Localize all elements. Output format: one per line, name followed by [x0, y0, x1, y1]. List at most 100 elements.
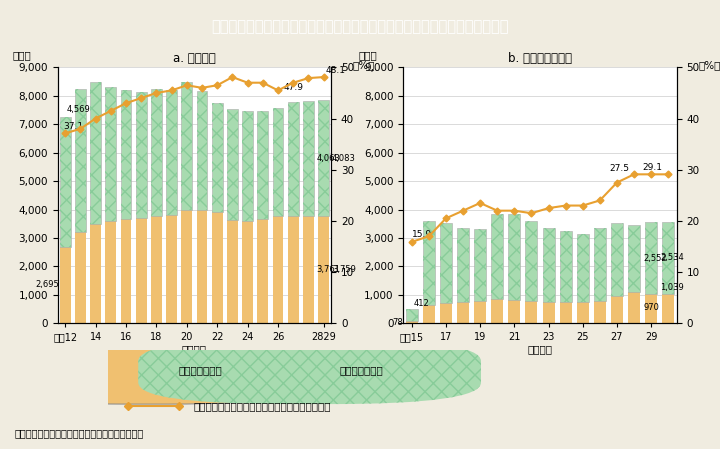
- Bar: [90, 82, 101, 224]
- Bar: [75, 89, 86, 232]
- Text: Ｉ－５－２図　社会人大学院入学者数（男女別）及び女子学生の割合の推移: Ｉ－５－２図 社会人大学院入学者数（男女別）及び女子学生の割合の推移: [211, 19, 509, 35]
- Bar: [258, 111, 268, 220]
- Bar: [628, 225, 640, 292]
- Bar: [181, 210, 192, 323]
- Bar: [227, 110, 238, 220]
- Bar: [559, 302, 572, 323]
- Text: 3,761: 3,761: [317, 265, 341, 274]
- Bar: [543, 228, 554, 302]
- Bar: [166, 89, 177, 215]
- Bar: [273, 108, 283, 216]
- Bar: [423, 221, 435, 305]
- Bar: [105, 87, 116, 221]
- Y-axis label: （%）: （%）: [698, 60, 720, 70]
- Bar: [440, 223, 452, 303]
- Bar: [526, 301, 537, 323]
- Bar: [491, 214, 503, 299]
- Y-axis label: （人）: （人）: [13, 50, 32, 60]
- Bar: [288, 102, 299, 216]
- Bar: [440, 303, 452, 323]
- Text: 1,039: 1,039: [660, 283, 684, 292]
- X-axis label: （年度）: （年度）: [182, 343, 207, 354]
- Bar: [645, 222, 657, 294]
- Bar: [60, 247, 71, 323]
- FancyBboxPatch shape: [138, 339, 481, 404]
- Bar: [288, 216, 299, 323]
- Bar: [662, 222, 674, 294]
- Bar: [105, 87, 116, 221]
- Title: b. 専門職学位課程: b. 専門職学位課程: [508, 52, 572, 65]
- Text: 4,569: 4,569: [67, 105, 91, 114]
- Bar: [594, 228, 606, 300]
- Title: a. 修士課程: a. 修士課程: [173, 52, 216, 65]
- Bar: [474, 301, 486, 323]
- Bar: [90, 82, 101, 224]
- Bar: [273, 216, 283, 323]
- Bar: [628, 225, 640, 292]
- Bar: [457, 228, 469, 302]
- Bar: [491, 214, 503, 299]
- Text: 社会人女子学生: 社会人女子学生: [179, 365, 222, 375]
- Bar: [105, 221, 116, 323]
- Bar: [318, 100, 329, 216]
- Bar: [543, 302, 554, 323]
- Bar: [303, 101, 314, 216]
- Bar: [628, 292, 640, 323]
- Bar: [559, 231, 572, 302]
- Bar: [166, 89, 177, 215]
- Bar: [121, 220, 131, 323]
- Bar: [423, 305, 435, 323]
- Bar: [90, 224, 101, 323]
- Bar: [227, 220, 238, 323]
- Bar: [212, 103, 222, 212]
- Bar: [303, 216, 314, 323]
- Bar: [577, 302, 589, 323]
- Bar: [197, 91, 207, 210]
- Bar: [212, 103, 222, 212]
- Bar: [258, 111, 268, 220]
- Text: 社会人入学者に占める女子学生の割合（右目盛）: 社会人入学者に占める女子学生の割合（右目盛）: [194, 401, 331, 411]
- Text: 2,534: 2,534: [660, 253, 684, 262]
- Bar: [662, 222, 674, 294]
- Bar: [181, 82, 192, 210]
- Bar: [151, 89, 162, 216]
- Bar: [611, 296, 623, 323]
- Bar: [121, 90, 131, 220]
- Bar: [303, 101, 314, 216]
- Bar: [474, 229, 486, 301]
- Bar: [258, 220, 268, 323]
- Bar: [662, 294, 674, 323]
- Bar: [559, 231, 572, 302]
- Text: 47.9: 47.9: [284, 83, 304, 92]
- Bar: [151, 216, 162, 323]
- Bar: [543, 228, 554, 302]
- Bar: [60, 117, 71, 247]
- Bar: [136, 92, 147, 218]
- Bar: [242, 111, 253, 220]
- Bar: [508, 214, 521, 299]
- Text: 29.1: 29.1: [643, 163, 662, 172]
- Bar: [181, 82, 192, 210]
- Bar: [60, 117, 71, 247]
- Text: 37.1: 37.1: [63, 122, 84, 131]
- Bar: [508, 299, 521, 323]
- Bar: [594, 228, 606, 300]
- Bar: [197, 210, 207, 323]
- Bar: [526, 221, 537, 301]
- X-axis label: （年度）: （年度）: [528, 343, 552, 354]
- Bar: [197, 91, 207, 210]
- Text: 3,759: 3,759: [332, 265, 356, 274]
- Bar: [611, 223, 623, 296]
- Bar: [406, 321, 418, 323]
- Bar: [318, 216, 329, 323]
- Text: 48.1: 48.1: [325, 66, 345, 75]
- Bar: [75, 89, 86, 232]
- Bar: [121, 90, 131, 220]
- Bar: [645, 294, 657, 323]
- Text: 27.5: 27.5: [609, 164, 629, 173]
- Bar: [151, 89, 162, 216]
- Text: 78: 78: [392, 318, 403, 327]
- Bar: [457, 228, 469, 302]
- Text: 4,063: 4,063: [317, 154, 341, 163]
- Bar: [75, 232, 86, 323]
